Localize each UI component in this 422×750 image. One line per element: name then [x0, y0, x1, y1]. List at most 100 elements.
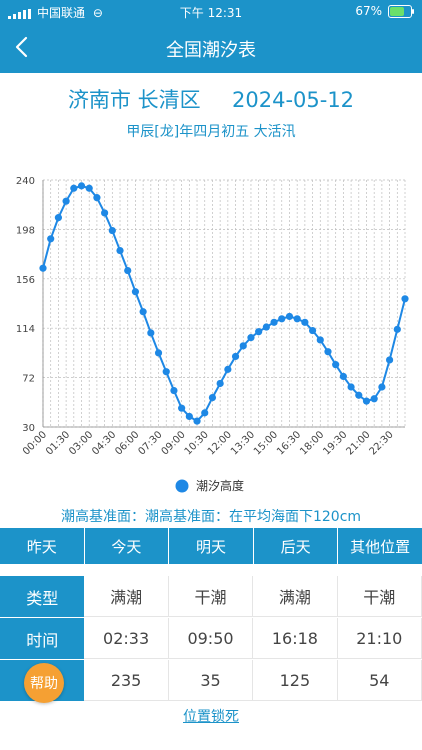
tab-yesterday[interactable]: 昨天: [0, 528, 84, 564]
x-tick-label: 10:30: [183, 429, 211, 457]
table-cell: 54: [337, 660, 422, 701]
tide-data-point: [293, 315, 301, 323]
tide-data-point: [54, 214, 63, 222]
signal-icon: [8, 8, 31, 19]
tide-data-point: [116, 246, 124, 255]
tide-data-point: [185, 412, 193, 421]
legend-label: 潮汐高度: [196, 478, 244, 493]
x-tick-label: 15:00: [252, 429, 280, 457]
legend-marker: [175, 479, 189, 493]
chevron-left-icon: [15, 36, 28, 58]
x-tick-label: 07:30: [136, 429, 164, 457]
tide-data-point: [385, 356, 394, 364]
x-tick-label: 19:30: [321, 429, 349, 457]
y-tick-label: 72: [22, 374, 35, 385]
tide-data-point: [231, 352, 240, 361]
tide-data-point: [208, 393, 217, 402]
y-tick-label: 114: [16, 324, 35, 335]
table-cell: 21:10: [337, 618, 422, 659]
battery-percent: 67%: [355, 4, 382, 18]
x-tick-label: 21:00: [344, 429, 372, 457]
battery-icon: [388, 4, 414, 18]
y-tick-label: 240: [16, 176, 35, 187]
tide-data-point: [355, 391, 363, 399]
tab-other-location[interactable]: 其他位置: [338, 528, 422, 564]
table-cell: 125: [253, 660, 338, 701]
page-title: 全国潮汐表: [166, 40, 256, 61]
location-line: 济南市 长清区 2024-05-12: [0, 84, 422, 114]
x-tick-label: 13:30: [229, 429, 257, 457]
x-tick-label: 06:00: [113, 429, 141, 457]
tide-data-point: [70, 184, 78, 192]
tide-data-point: [278, 315, 286, 323]
day-tabs: 昨天 今天 明天 后天 其他位置: [0, 528, 422, 564]
y-tick-label: 156: [16, 275, 35, 286]
tide-data-point: [347, 383, 355, 391]
tab-today[interactable]: 今天: [84, 528, 169, 564]
tide-data-point: [308, 326, 317, 335]
row-label-type: 类型: [0, 576, 85, 617]
help-button[interactable]: 帮助: [24, 663, 64, 703]
table-cell: 干潮: [168, 576, 254, 617]
tide-data-point: [147, 329, 155, 337]
tide-chart: 30 72 114 156 198 240 00:00 01:30 03:00 04:30 06:0…: [0, 168, 422, 498]
tide-data-point: [270, 318, 278, 326]
tide-data-point: [201, 409, 209, 417]
table-row-height: 潮高 235 35 125 54: [0, 660, 422, 701]
table-cell: 16:18: [253, 618, 338, 659]
tide-data-point: [193, 417, 201, 425]
tide-data-point: [139, 308, 147, 316]
lock-location-link[interactable]: 位置锁死: [183, 709, 239, 725]
x-tick-label: 04:30: [90, 429, 118, 457]
tide-data-point: [108, 226, 116, 235]
tide-data-point: [370, 395, 378, 403]
y-tick-label: 30: [22, 423, 35, 434]
carrier-info: 中国联通 ⊖: [8, 4, 103, 21]
tide-data-point: [378, 383, 386, 391]
table-cell: 满潮: [84, 576, 169, 617]
table-cell: 09:50: [168, 618, 254, 659]
tab-tomorrow[interactable]: 明天: [169, 528, 253, 564]
tide-chart-svg: 307211415619824000:0001:3003:0004:3006:0…: [16, 176, 409, 493]
tide-data-point: [239, 342, 247, 350]
tide-data-point: [124, 266, 132, 275]
tide-data-point: [216, 379, 224, 388]
x-tick-label: 09:00: [160, 429, 188, 457]
x-tick-label: 12:00: [206, 429, 234, 457]
table-cell: 35: [168, 660, 254, 701]
tide-data-point: [131, 288, 140, 296]
tide-data-point: [77, 182, 86, 190]
link-icon: ⊖: [92, 6, 103, 20]
tide-table: 类型 满潮 干潮 满潮 干潮 时间 02:33 09:50 16:18 21:1…: [0, 576, 422, 702]
tide-data-point: [47, 235, 55, 243]
tide-data-point: [316, 336, 324, 344]
tide-data-point: [401, 295, 409, 303]
carrier-name: 中国联通: [37, 6, 86, 20]
table-row-time: 时间 02:33 09:50 16:18 21:10: [0, 618, 422, 659]
tide-data-point: [162, 368, 170, 376]
title-bar: 全国潮汐表: [0, 22, 422, 73]
table-cell: 02:33: [84, 618, 169, 659]
location-name: 济南市 长清区: [67, 88, 201, 112]
tide-data-point: [285, 312, 294, 321]
table-cell: 满潮: [253, 576, 338, 617]
tab-day-after[interactable]: 后天: [253, 528, 338, 564]
tide-data-point: [255, 328, 263, 336]
tide-data-point: [301, 318, 309, 326]
tide-data-point: [170, 386, 178, 395]
app-header: 中国联通 ⊖ 下午 12:31 67% 全国潮汐表: [0, 0, 422, 73]
battery-info: 67%: [355, 4, 414, 18]
tide-data-point: [93, 194, 101, 202]
tide-data-point: [247, 334, 255, 342]
back-button[interactable]: [10, 34, 36, 60]
tide-data-point: [85, 184, 93, 192]
lunar-date: 甲辰[龙]年四月初五 大活汛: [126, 124, 296, 140]
tide-data-point: [62, 197, 70, 205]
x-tick-label: 18:00: [298, 429, 326, 457]
lock-location: 位置锁死: [0, 706, 422, 726]
tide-data-point: [393, 325, 401, 333]
x-tick-label: 22:30: [368, 429, 396, 457]
tide-data-point: [224, 365, 232, 373]
tide-data-point: [101, 209, 109, 217]
tide-data-point: [339, 372, 347, 381]
